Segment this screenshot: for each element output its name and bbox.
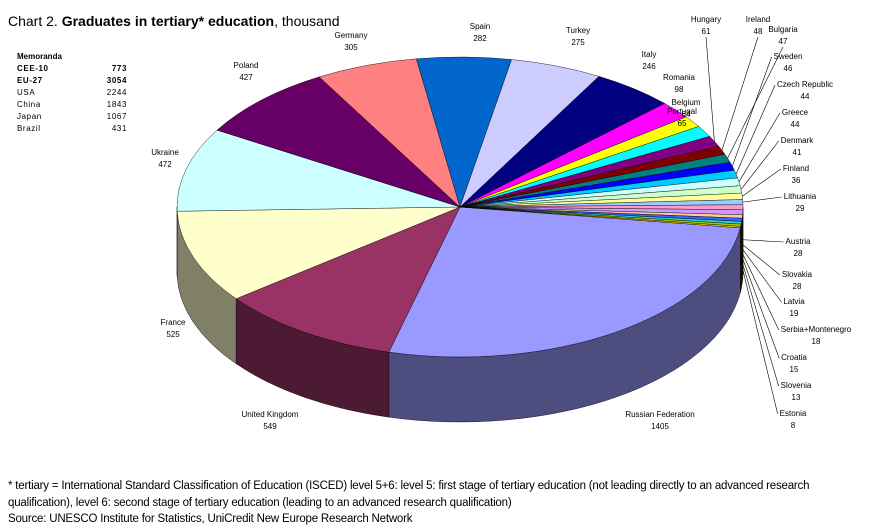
memo-value: 1843 [107, 100, 127, 109]
slice-label: Latvia [783, 297, 805, 306]
leader-line [705, 36, 715, 142]
title-suffix: , thousand [274, 13, 339, 29]
memo-label: CEE-10 [17, 64, 49, 73]
leader-line [721, 36, 759, 151]
slice-value: 65 [678, 119, 687, 128]
slice-value: 48 [754, 27, 763, 36]
memo-value: 1067 [107, 112, 127, 121]
slice-value: 472 [158, 160, 172, 169]
slice [216, 76, 461, 208]
footnote: * tertiary = International Standard Clas… [8, 480, 810, 509]
slice-value: 19 [790, 309, 799, 318]
slice-value: 305 [344, 43, 358, 52]
leader-line [742, 248, 782, 303]
slice-value: 98 [675, 85, 684, 94]
memo-label: EU-27 [17, 76, 43, 85]
slice-value: 28 [794, 249, 803, 258]
slice-label: France [161, 318, 186, 327]
slice-value: 64 [682, 110, 691, 119]
slice-label: Bulgaria [768, 25, 798, 34]
leader-line [742, 239, 784, 243]
slice-label: Russian Federation [625, 410, 694, 419]
source: Source: UNESCO Institute for Statistics,… [8, 513, 413, 525]
leader-line [741, 255, 780, 359]
slice [459, 206, 741, 229]
slice-value: 36 [792, 176, 801, 185]
slice-value: 1405 [651, 422, 669, 431]
slice-value: 44 [791, 120, 800, 129]
slice-label: Slovenia [781, 381, 812, 390]
memo-label: China [17, 100, 41, 109]
slice [176, 206, 461, 299]
slice-label: United Kingdom [242, 410, 299, 419]
slice-value: 282 [473, 34, 487, 43]
memo-label: Brazil [17, 124, 41, 133]
slice-label: Portugal [667, 107, 697, 116]
leader-line [740, 257, 779, 387]
slice-value: 15 [790, 365, 799, 374]
slice-label: Belgium [672, 98, 701, 107]
leader-line [742, 244, 781, 276]
title-prefix: Chart 2. [8, 13, 58, 29]
leader-line [740, 140, 780, 190]
slice-label: Finland [783, 164, 809, 173]
slice-label: Poland [234, 61, 259, 70]
slice-value: 44 [801, 92, 810, 101]
slice-value: 47 [779, 37, 788, 46]
memo-label: USA [17, 88, 35, 97]
chart: Chart 2. Graduates in tertiary* educatio… [8, 13, 852, 431]
slice-label: Serbia+Montenegro [781, 325, 852, 334]
leader-line [742, 196, 782, 203]
slice-label: Romania [663, 73, 696, 82]
slice-value: 8 [791, 421, 796, 430]
title-main: Graduates in tertiary* education [62, 13, 274, 29]
slice-value: 29 [796, 204, 805, 213]
slice-value: 427 [239, 73, 253, 82]
slice-label: Croatia [781, 353, 807, 362]
slice-label: Spain [470, 22, 490, 31]
slice-label: Lithuania [784, 192, 817, 201]
slice-value: 246 [642, 62, 656, 71]
memoranda-title: Memoranda [17, 52, 62, 61]
memo-value: 3054 [107, 76, 127, 85]
slice-label: Slovakia [782, 270, 813, 279]
slice [235, 206, 461, 353]
slice-label: Turkey [566, 26, 590, 35]
slice-value: 46 [784, 64, 793, 73]
leader-line [740, 259, 778, 415]
slice-label: Czech Republic [777, 80, 833, 89]
slice-label: Greece [782, 108, 809, 117]
slice-value: 13 [792, 393, 801, 402]
slice-label: Italy [642, 50, 657, 59]
slice-label: Denmark [781, 136, 814, 145]
slice-label: Austria [786, 237, 811, 246]
slice [176, 129, 461, 212]
slice-label: Hungary [691, 15, 721, 24]
slice-value: 525 [166, 330, 180, 339]
leader-line [741, 252, 780, 331]
memo-value: 2244 [107, 88, 127, 97]
memo-value: 431 [112, 124, 127, 133]
leader-line [735, 84, 776, 175]
slice-label: Ukraine [151, 148, 179, 157]
slice-value: 549 [263, 422, 277, 431]
slice-label: Germany [335, 31, 368, 40]
slice-label: Ireland [746, 15, 770, 24]
slice [388, 206, 741, 358]
leader-line [732, 56, 772, 167]
slice-label: Estonia [780, 409, 807, 418]
slice-value: 61 [702, 27, 711, 36]
slice-label: Sweden [774, 52, 803, 61]
memo-value: 773 [112, 64, 127, 73]
memo-label: Japan [17, 112, 42, 121]
leader-line [738, 112, 781, 182]
slice-value: 275 [571, 38, 585, 47]
slice-value: 18 [812, 337, 821, 346]
chart-title: Chart 2. Graduates in tertiary* educatio… [8, 13, 340, 29]
leader-line [742, 168, 782, 197]
slice-value: 28 [793, 282, 802, 291]
slice-value: 41 [793, 148, 802, 157]
